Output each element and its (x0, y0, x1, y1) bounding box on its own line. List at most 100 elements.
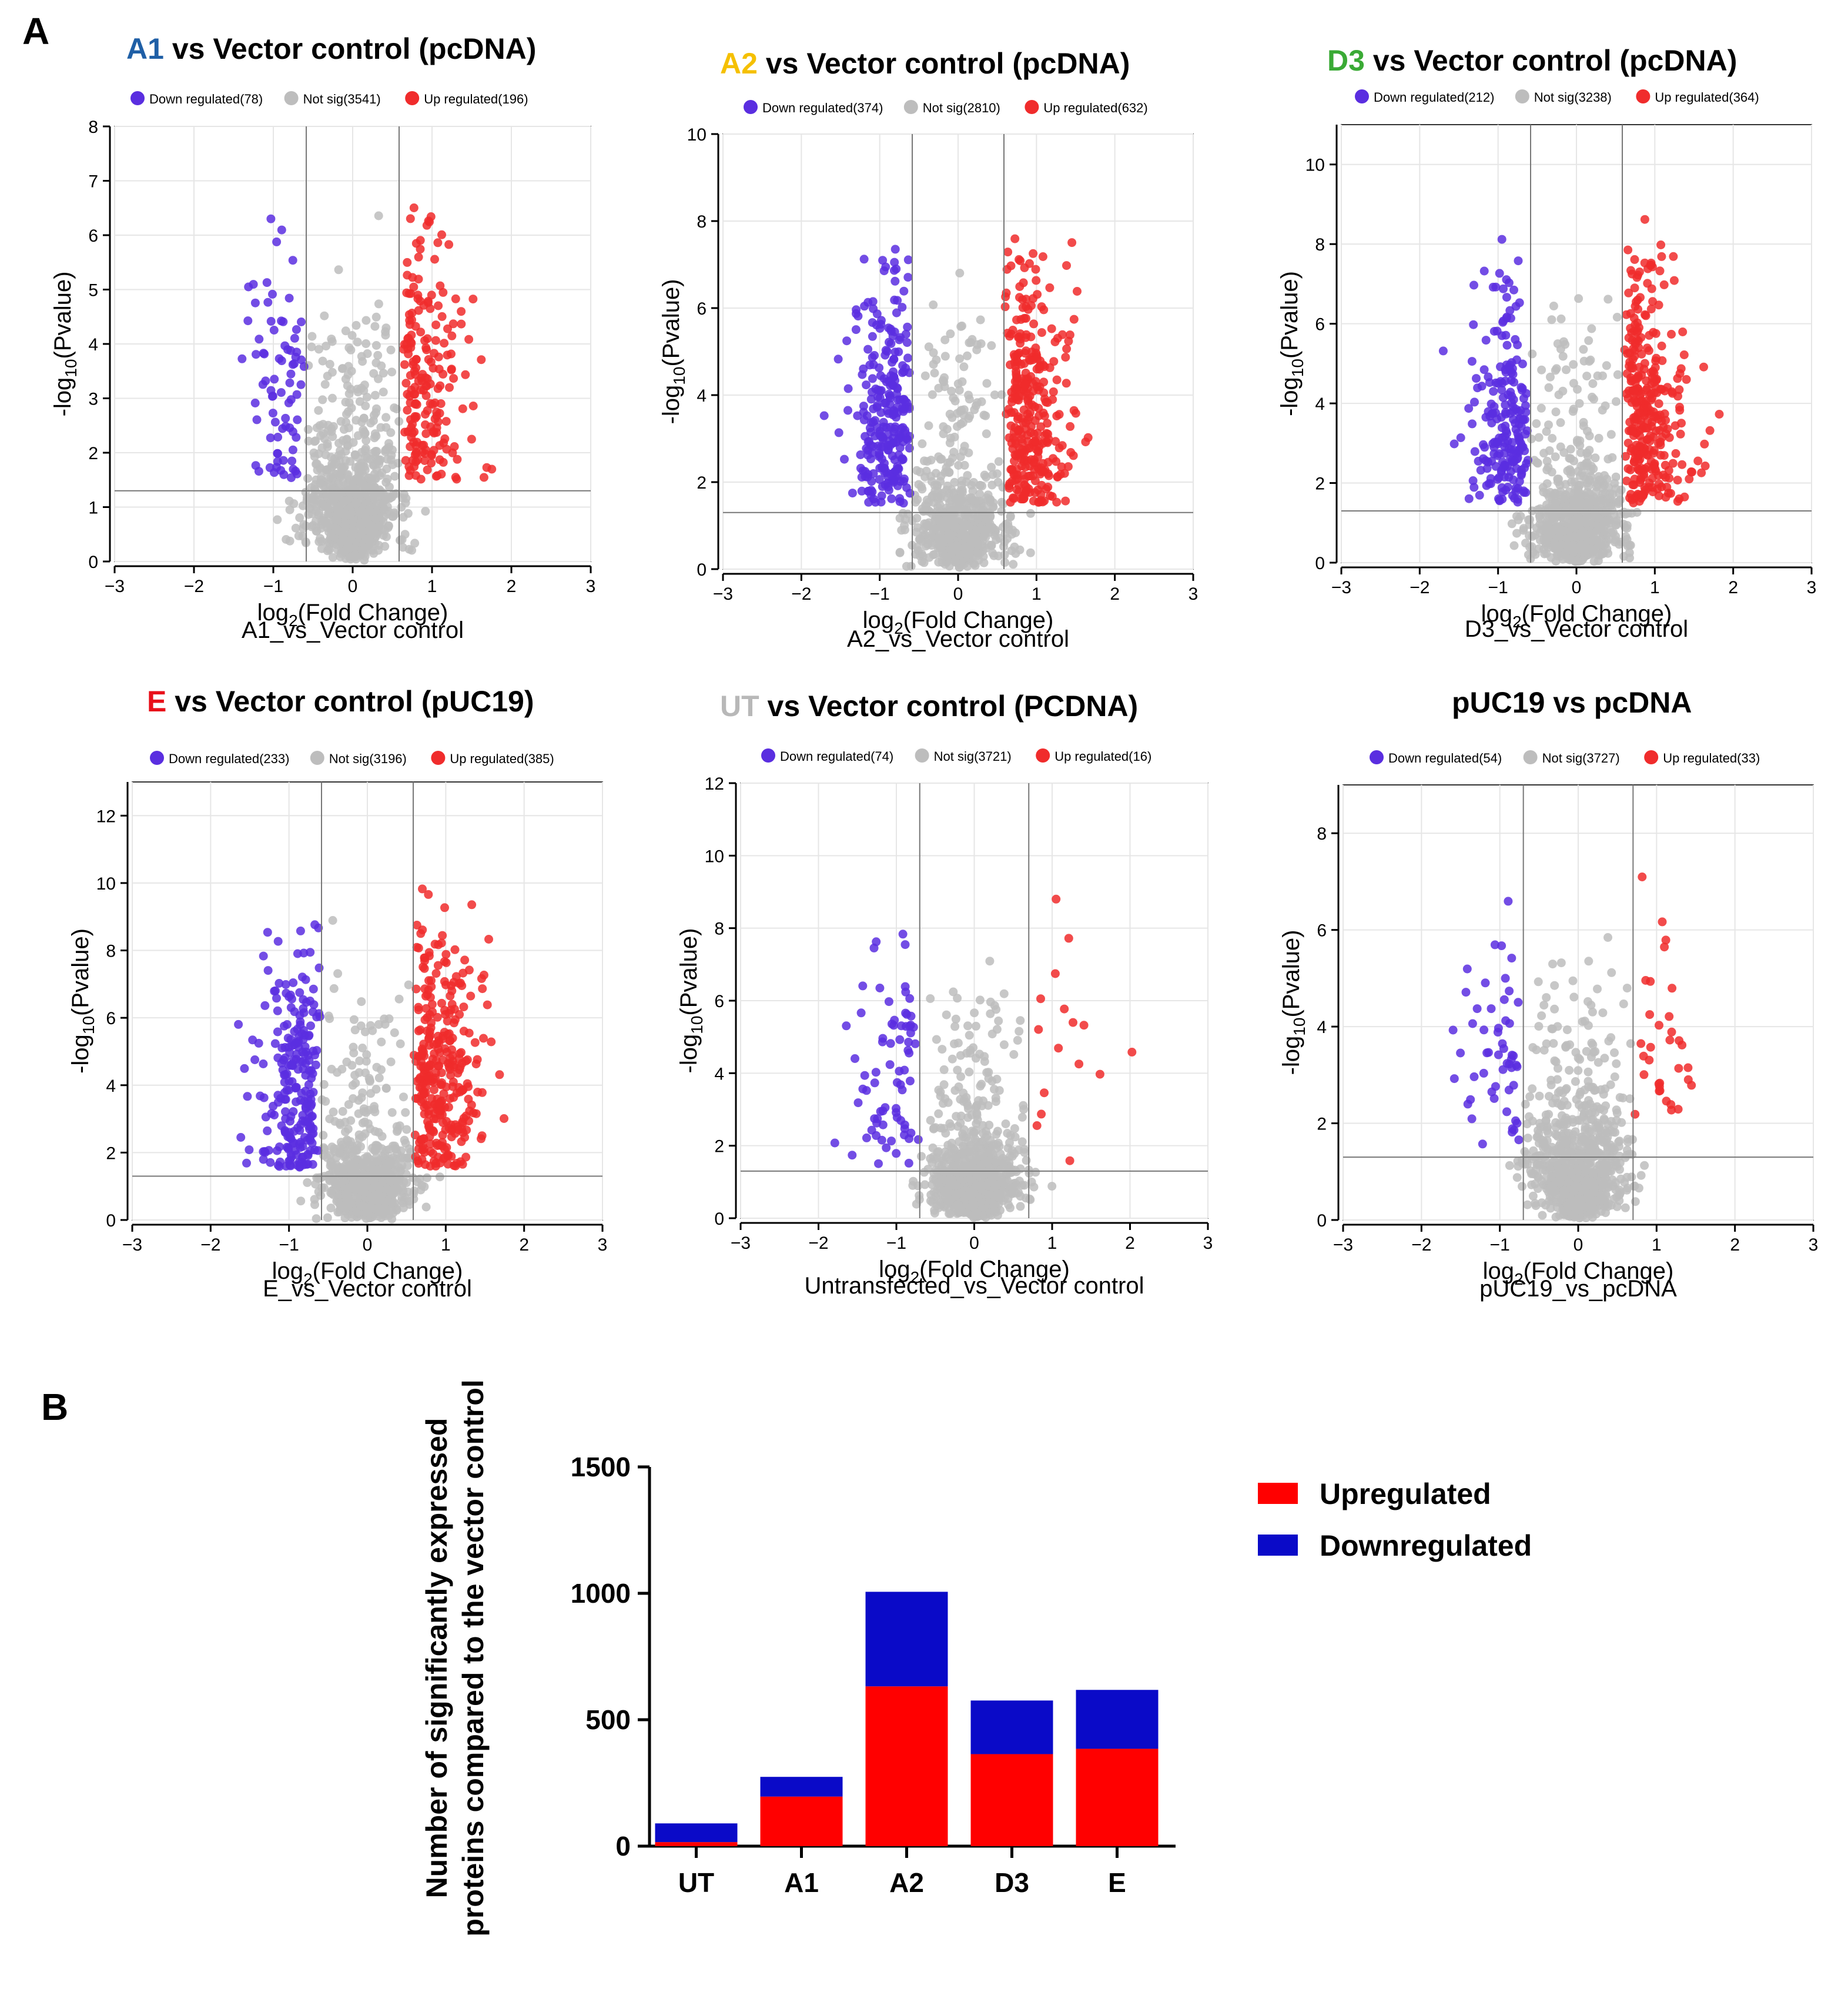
data-point (421, 507, 430, 516)
data-point (890, 347, 900, 357)
data-point (326, 473, 336, 482)
title-rest: vs Vector control (pcDNA) (1365, 44, 1737, 77)
data-point (1009, 350, 1019, 359)
data-point (1678, 460, 1687, 469)
data-point (237, 354, 247, 363)
data-point (1045, 283, 1054, 292)
data-point (349, 1042, 358, 1052)
x-tick-label: 3 (1807, 578, 1817, 597)
data-point (311, 436, 320, 446)
data-point (905, 404, 914, 413)
data-point (482, 463, 491, 472)
data-point (1500, 460, 1509, 470)
data-point (370, 483, 379, 492)
title-prefix: A2 (720, 47, 758, 80)
data-point (895, 548, 905, 557)
data-point (1512, 529, 1521, 538)
data-point (433, 384, 443, 393)
y-axis-title: -log10(Pvalue) (50, 272, 80, 417)
data-point (1580, 529, 1589, 539)
data-point (1658, 433, 1667, 442)
data-point (890, 276, 900, 286)
volcano-plots: A1 vs Vector control (pcDNA)Down regulat… (50, 32, 1818, 1302)
data-point (339, 436, 347, 445)
data-point (431, 320, 441, 330)
data-point (1613, 370, 1622, 379)
legend-label-2: Up regulated(385) (450, 751, 554, 766)
data-point (263, 928, 272, 937)
data-point (1021, 380, 1030, 389)
data-point (1063, 462, 1073, 472)
data-point (929, 550, 938, 560)
data-point (341, 1190, 350, 1199)
data-point (328, 1160, 337, 1169)
data-point (1514, 256, 1523, 266)
data-point (458, 404, 467, 413)
data-point (327, 1142, 337, 1152)
data-point (370, 1126, 380, 1136)
data-point (1499, 284, 1508, 293)
data-point (413, 290, 423, 300)
data-point (951, 523, 960, 531)
data-point (259, 1059, 268, 1068)
data-point (1667, 330, 1676, 339)
data-point (982, 473, 991, 482)
data-point (379, 387, 388, 397)
data-point (987, 541, 996, 550)
data-point (1502, 340, 1512, 350)
data-point (1022, 346, 1030, 356)
data-point (310, 920, 320, 930)
data-point (929, 348, 938, 357)
data-point (956, 486, 965, 496)
data-point (1024, 484, 1033, 493)
data-point (1513, 340, 1522, 350)
data-point (436, 399, 446, 408)
points (234, 884, 508, 1224)
data-point (1591, 487, 1601, 496)
data-point (1047, 324, 1056, 333)
data-point (883, 441, 892, 450)
legend-marker-2 (431, 751, 446, 765)
data-point (438, 369, 448, 379)
data-point (962, 477, 971, 486)
data-point (987, 463, 996, 472)
data-point (906, 561, 916, 571)
data-point (1480, 443, 1489, 452)
data-point (1593, 556, 1603, 566)
data-point (318, 395, 327, 405)
legend-label-2: Up regulated(196) (424, 92, 528, 106)
data-point (468, 402, 478, 410)
data-point (328, 553, 337, 562)
data-point (1574, 294, 1583, 303)
data-point (297, 317, 306, 326)
data-point (1551, 499, 1560, 508)
data-point (252, 350, 260, 359)
data-point (365, 1075, 374, 1085)
data-point (461, 370, 470, 379)
data-point (889, 355, 898, 364)
data-point (250, 298, 260, 307)
x-tick-label: −1 (263, 577, 283, 596)
data-point (366, 1089, 376, 1098)
y-tick-label: 7 (88, 172, 98, 192)
data-point (1656, 440, 1665, 450)
data-point (1491, 462, 1501, 471)
data-point (1000, 558, 1010, 567)
data-point (949, 393, 958, 403)
x-tick-label: −1 (1488, 578, 1508, 597)
data-point (883, 406, 892, 415)
x-axis-title-main: log (257, 600, 289, 626)
data-point (1047, 492, 1057, 501)
data-point (924, 421, 933, 430)
data-point (1671, 449, 1680, 458)
data-point (1491, 282, 1501, 292)
data-point (1591, 453, 1600, 463)
data-point (477, 355, 486, 365)
data-point (325, 360, 334, 369)
data-point (400, 427, 409, 437)
data-point (1596, 497, 1606, 506)
data-point (1470, 397, 1479, 407)
data-point (468, 295, 478, 304)
data-point (940, 468, 950, 477)
data-point (1012, 315, 1021, 325)
